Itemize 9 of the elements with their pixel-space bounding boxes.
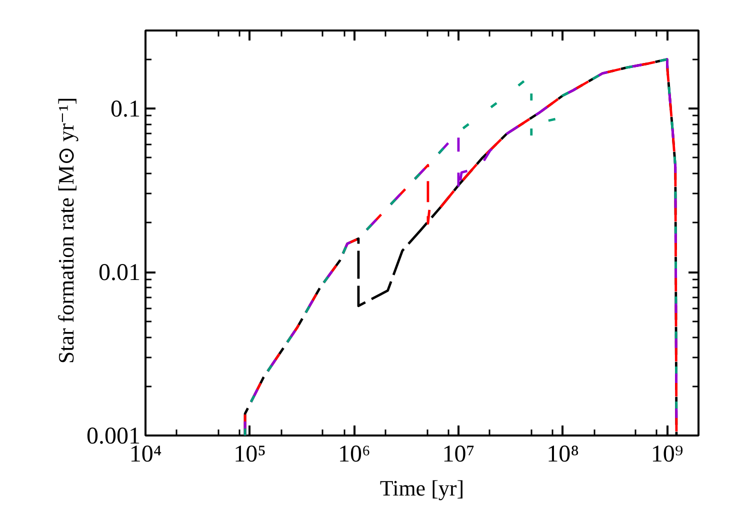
y-tick-label: 0.1 bbox=[110, 96, 140, 123]
x-tick-label: 10⁸ bbox=[546, 442, 579, 468]
x-tick-label: 10⁵ bbox=[234, 442, 266, 468]
y-tick-label: 0.01 bbox=[98, 260, 140, 286]
x-tick-label: 10⁹ bbox=[650, 442, 684, 468]
x-axis-title: Time [yr] bbox=[380, 476, 464, 500]
x-tick-label: 10⁶ bbox=[338, 442, 370, 468]
x-tick-label: 10⁷ bbox=[442, 442, 475, 468]
y-axis-title: Star formation rate [M⊙ yr⁻¹] bbox=[54, 97, 78, 364]
